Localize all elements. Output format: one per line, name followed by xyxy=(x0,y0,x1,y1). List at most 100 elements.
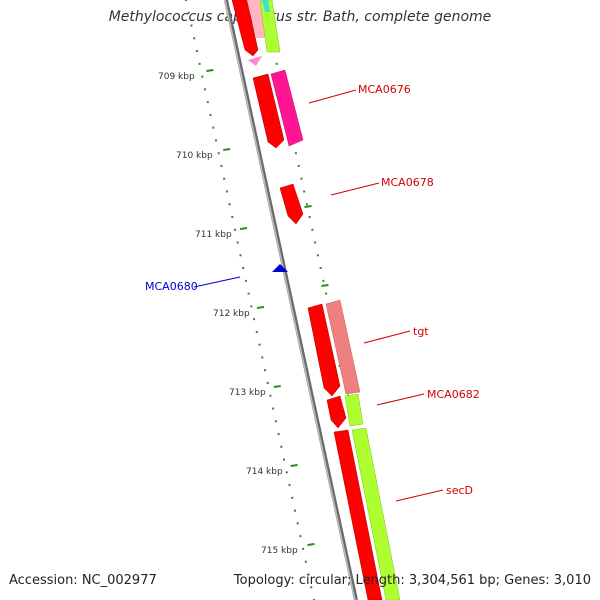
cog-top-green[interactable] xyxy=(259,0,281,53)
cog-mca0682[interactable] xyxy=(344,393,364,427)
scale-dot-inner xyxy=(195,50,198,53)
scale-tick-inner xyxy=(206,69,214,72)
scale-dot-inner xyxy=(198,62,201,65)
gene-leader-lines xyxy=(193,89,444,502)
scale-tick-inner xyxy=(256,306,265,309)
scale-dot-inner xyxy=(258,343,261,346)
scale-dot-inner xyxy=(285,471,288,474)
cds-top-red[interactable] xyxy=(231,0,259,57)
scale-dot-inner xyxy=(269,394,272,397)
scale-dot-inner xyxy=(296,522,299,525)
scale-tick-inner xyxy=(290,464,298,467)
scale-dot-inner xyxy=(283,458,286,461)
scale-dot-inner xyxy=(242,267,245,270)
gene-label-mca0678[interactable]: MCA0678 xyxy=(381,176,434,189)
scale-label-714: 714 kbp xyxy=(246,467,283,477)
scale-tick-outer xyxy=(321,284,329,287)
scale-dot-outer xyxy=(319,267,322,270)
cds-top-pale[interactable] xyxy=(247,0,268,38)
scale-dot-inner xyxy=(304,560,307,563)
scale-dot-inner xyxy=(280,445,283,448)
cds-mca0675[interactable] xyxy=(252,73,285,149)
scale-dot-inner xyxy=(212,126,215,129)
scale-label-713: 713 kbp xyxy=(229,388,266,398)
scale-tick-inner xyxy=(239,227,248,230)
scale-dot-inner xyxy=(193,37,196,40)
scale-dot-inner xyxy=(239,254,242,257)
scale-label-715: 715 kbp xyxy=(261,546,298,556)
cog-secd[interactable] xyxy=(351,427,401,600)
scale-dot-outer xyxy=(294,152,297,155)
gene-label-secd[interactable]: secD xyxy=(446,484,473,497)
cds-secd[interactable] xyxy=(333,429,383,600)
gene-features xyxy=(231,0,401,600)
scale-dot-inner xyxy=(291,496,294,499)
scale-dot-inner xyxy=(299,535,302,538)
gene-label-tgt[interactable]: tgt xyxy=(413,325,429,338)
scale-dot-inner xyxy=(220,164,223,167)
scale-dot-outer xyxy=(303,190,306,193)
scale-dot-outer xyxy=(311,228,314,231)
scale-dot-outer xyxy=(314,241,317,244)
trna-mca0680[interactable] xyxy=(272,264,288,272)
scale-tick-outer xyxy=(304,205,312,208)
accession-text: Accession: NC_002977 xyxy=(9,573,157,588)
scale-dot-inner xyxy=(201,75,204,78)
scale-dot-inner xyxy=(209,113,212,116)
scale-dot-inner xyxy=(247,292,250,295)
scale-tick-inner xyxy=(223,148,231,151)
gene-label-mca0680[interactable]: MCA0680 xyxy=(145,280,198,293)
scale-label-711: 711 kbp xyxy=(195,230,232,240)
scale-dot-inner xyxy=(253,318,256,321)
gene-label-mca0682[interactable]: MCA0682 xyxy=(427,388,480,401)
scale-dot-inner xyxy=(225,190,228,193)
scale-dot-inner xyxy=(293,509,296,512)
scale-dot-outer xyxy=(325,292,328,295)
map-title: Methylococcus capsulatus str. Bath, comp… xyxy=(108,9,492,25)
scale-tick-inner xyxy=(273,385,281,388)
scale-dot-inner xyxy=(214,139,217,142)
cds-small-pink[interactable] xyxy=(248,56,262,66)
scale-dot-inner xyxy=(266,381,269,384)
scale-dot-inner xyxy=(272,407,275,410)
scale-dot-inner xyxy=(187,11,190,14)
scale-dot-inner xyxy=(204,88,207,91)
scale-dot-inner xyxy=(234,228,237,231)
scale-dot-inner xyxy=(274,420,277,423)
scale-dot-outer xyxy=(308,216,311,219)
scale-dot-inner xyxy=(261,356,264,359)
scale-dot-outer xyxy=(275,62,278,65)
cds-tgt[interactable] xyxy=(325,299,361,395)
gene-label-mca0676[interactable]: MCA0676 xyxy=(358,83,411,96)
scale-dot-inner xyxy=(228,203,231,206)
scale-dot-inner xyxy=(185,0,187,1)
scale-dot-inner xyxy=(302,547,305,550)
cds-mca0681[interactable] xyxy=(307,303,341,397)
scale-dot-inner xyxy=(223,177,226,180)
scale-dot-inner xyxy=(190,24,193,27)
scale-labels: 709 kbp 710 kbp 711 kbp 712 kbp 713 kbp … xyxy=(158,72,298,556)
scale-dot-inner xyxy=(231,216,234,219)
scale-dot-inner xyxy=(244,279,247,282)
scale-dot-inner xyxy=(236,241,239,244)
scale-dot-outer xyxy=(305,203,308,206)
scale-dot-inner xyxy=(263,369,266,372)
genome-backbone xyxy=(224,0,358,600)
scale-label-709: 709 kbp xyxy=(158,72,195,82)
gene-labels: MCA0676 MCA0678 MCA0680 tgt MCA0682 secD xyxy=(145,83,480,497)
scale-dot-inner xyxy=(255,330,258,333)
cds-mca0682[interactable] xyxy=(326,395,347,429)
cog-top-cyan[interactable] xyxy=(262,0,270,12)
scale-dot-inner xyxy=(250,305,253,308)
scale-dot-outer xyxy=(300,177,303,180)
scale-label-710: 710 kbp xyxy=(176,151,213,161)
scale-dot-inner xyxy=(217,152,220,155)
scale-dot-inner xyxy=(288,484,291,487)
cds-mca0678[interactable] xyxy=(279,183,304,225)
cds-mca0676[interactable] xyxy=(270,69,304,147)
scale-tick-inner xyxy=(307,543,315,546)
scale-dot-inner xyxy=(206,101,209,104)
scale-dot-inner xyxy=(277,433,280,436)
scale-label-712: 712 kbp xyxy=(213,309,250,319)
